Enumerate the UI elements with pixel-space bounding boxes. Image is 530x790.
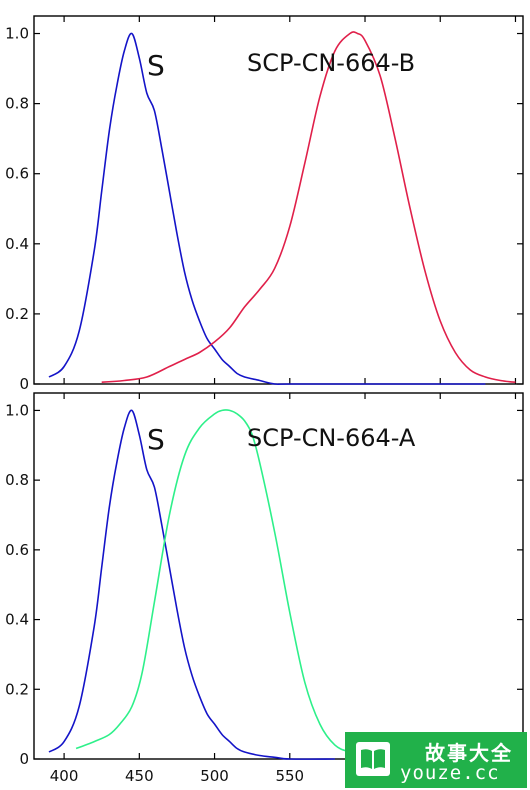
- top-panel-y-tick-label: 0.8: [5, 95, 29, 113]
- bottom-panel-y-tick-label: 0.2: [5, 680, 29, 698]
- bottom-panel: 00.20.40.60.81.040045050055060 S SCP-CN-…: [5, 392, 524, 785]
- top-panel-tick-labels: 0 0.2 0.4 0.6 0.8 1.0: [5, 25, 29, 393]
- bottom-panel-x-tick-label: 450: [125, 767, 154, 785]
- top-panel-y-tick-label: 0: [19, 375, 29, 393]
- bottom-panel-x-tick-label: 400: [50, 767, 79, 785]
- top-panel-series-1-line: [101, 31, 516, 383]
- bottom-panel-y-tick-label: 1.0: [5, 401, 29, 419]
- top-panel-y-tick-label: 0.6: [5, 165, 29, 183]
- bottom-panel-y-tick-label: 0.4: [5, 611, 29, 629]
- bottom-panel-series-1-line: [75, 409, 366, 757]
- top-panel-curves: [48, 31, 516, 386]
- top-panel-y-tick-label: 0.4: [5, 235, 29, 253]
- bottom-panel-x-tick-label: 550: [275, 767, 304, 785]
- bottom-panel-y-tick-label: 0.8: [5, 471, 29, 489]
- bottom-panel-frame: [33, 392, 524, 760]
- top-panel-ticks: [34, 16, 523, 385]
- bottom-panel-tick-labels: 00.20.40.60.81.040045050055060: [5, 401, 374, 785]
- top-panel-label-sample: SCP-CN-664-B: [247, 49, 415, 77]
- watermark-domain-text: youze.cc: [400, 762, 500, 784]
- book-icon: [356, 742, 390, 776]
- bottom-panel-label-sample: SCP-CN-664-A: [247, 424, 416, 452]
- top-panel-series-0-line: [48, 32, 486, 386]
- bottom-panel-label-s: S: [147, 423, 165, 456]
- bottom-panel-y-tick-label: 0: [19, 750, 29, 768]
- top-panel-label-s: S: [147, 49, 165, 82]
- top-panel-y-tick-label: 0.2: [5, 305, 29, 323]
- bottom-panel-series-0-line: [48, 409, 335, 760]
- watermark-banner: 故事大全 youze.cc: [345, 732, 527, 788]
- bottom-panel-y-tick-label: 0.6: [5, 541, 29, 559]
- bottom-panel-curves: [48, 409, 366, 760]
- bottom-panel-x-tick-label: 500: [200, 767, 229, 785]
- top-panel: 0 0.2 0.4 0.6 0.8 1.0 S SCP-CN-664-B: [5, 15, 524, 393]
- watermark-chinese-text: 故事大全: [425, 741, 513, 765]
- top-panel-y-tick-label: 1.0: [5, 25, 29, 43]
